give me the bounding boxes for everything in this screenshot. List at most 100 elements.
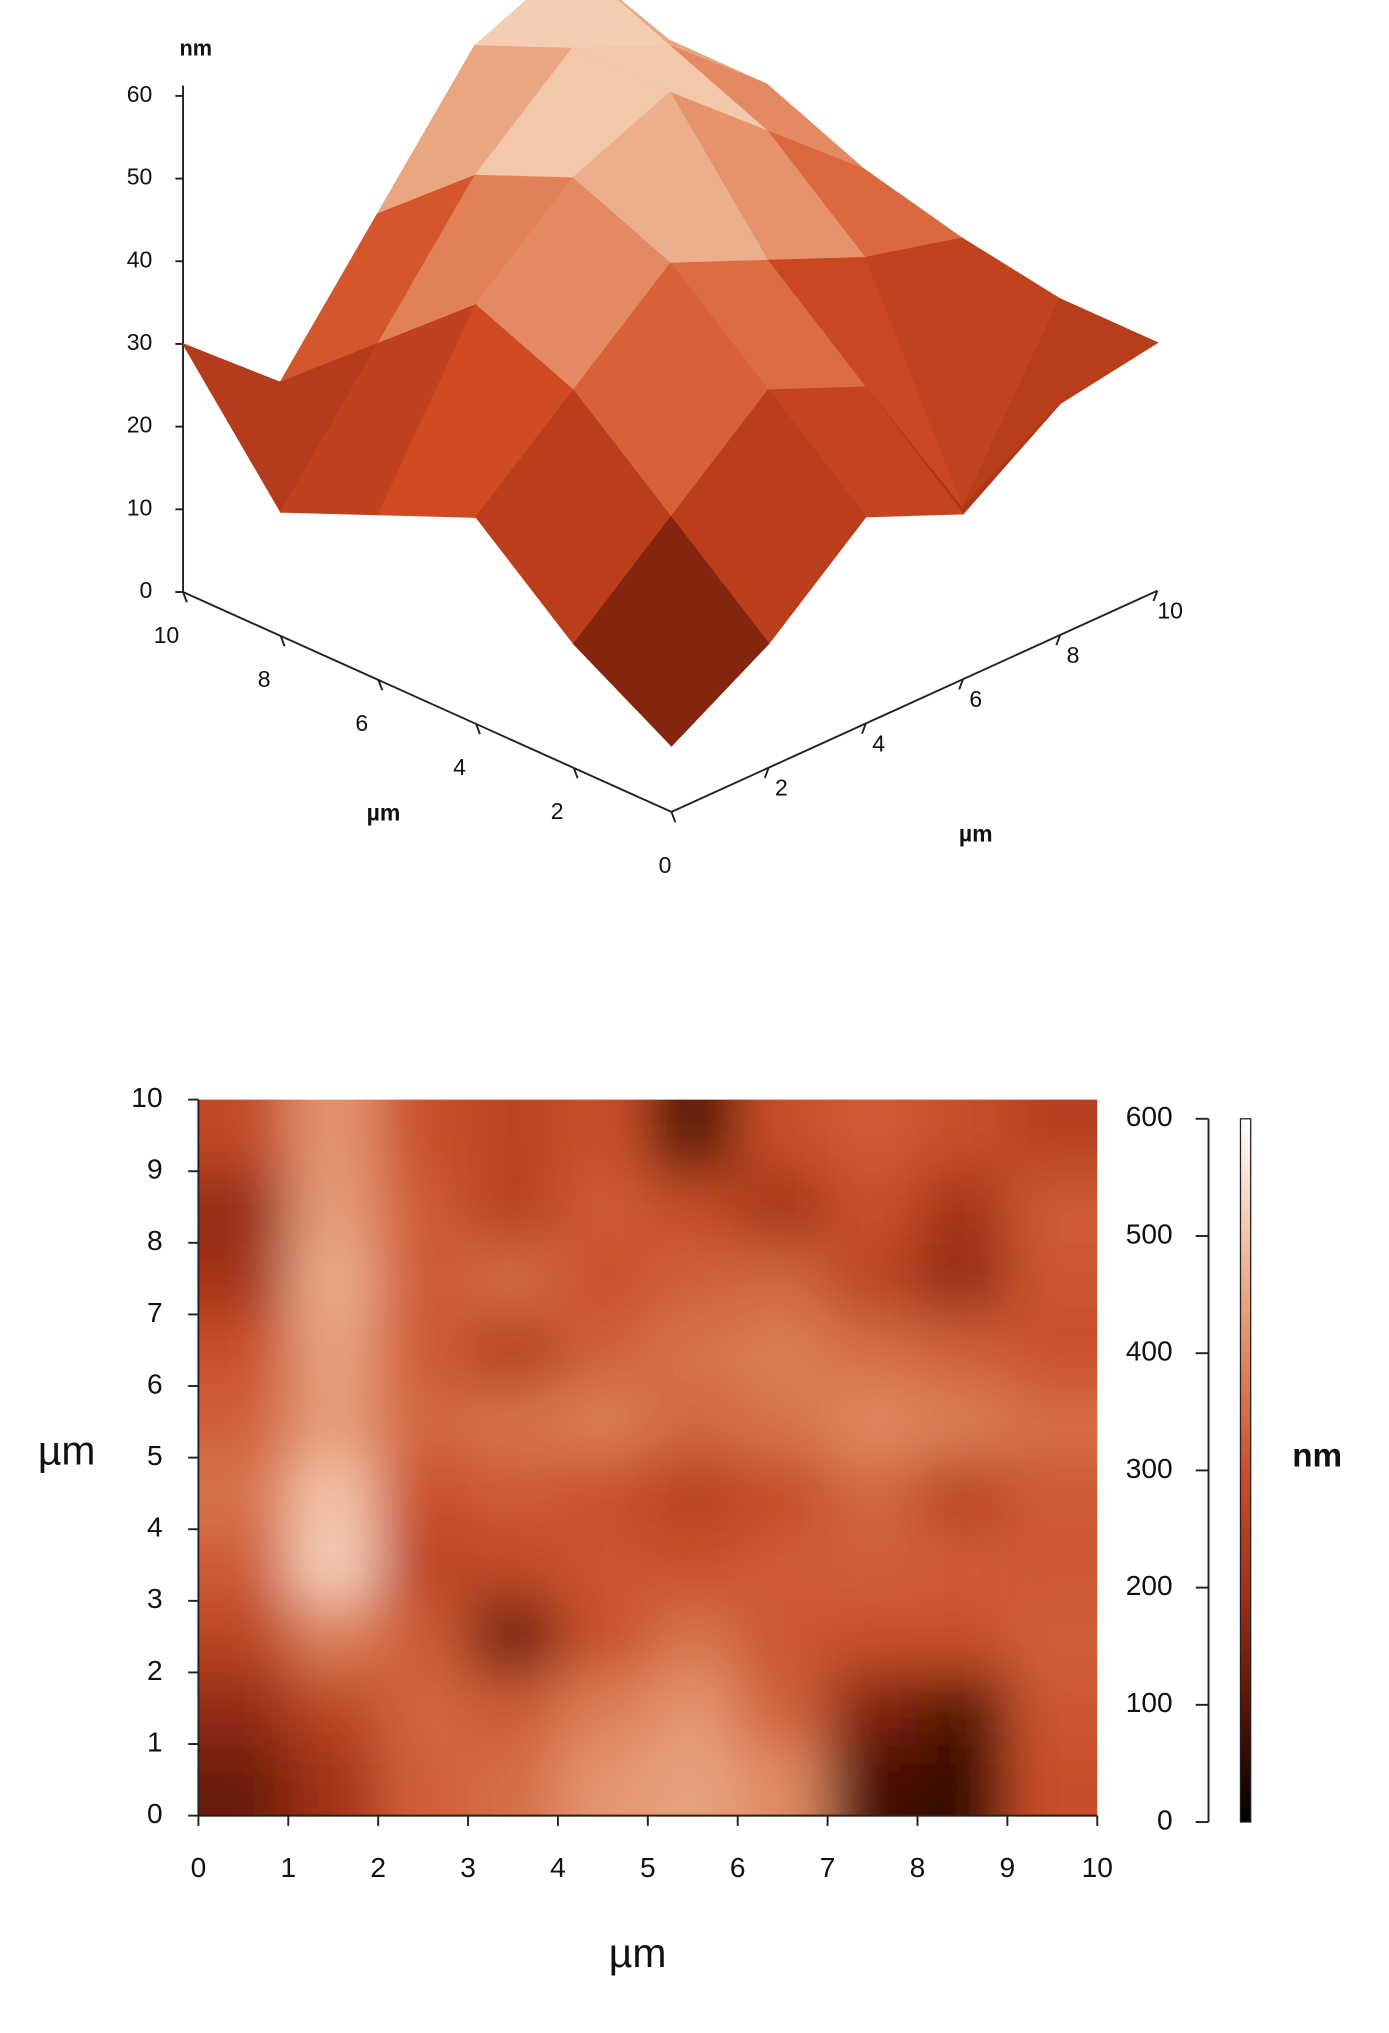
heatmap-cell — [468, 1314, 560, 1388]
x-tick — [475, 723, 481, 735]
y-tick-label: 5 — [147, 1440, 163, 1471]
heatmap-cell — [378, 1672, 470, 1746]
y-tick-label: 4 — [147, 1512, 163, 1543]
heatmap-cell — [647, 1457, 739, 1531]
heatmap-cell — [737, 1171, 829, 1245]
heatmap-cell — [557, 1600, 650, 1674]
colorbar-tick-label: 300 — [1126, 1453, 1173, 1484]
y-tick-label: 1 — [147, 1726, 163, 1757]
y-tick-label: 10 — [1157, 598, 1183, 624]
heatmap-cell — [198, 1600, 290, 1674]
heatmap-cell — [198, 1672, 290, 1746]
y-tick — [1055, 634, 1062, 646]
heatmap-cell — [468, 1744, 560, 1816]
heatmap-cell — [1007, 1314, 1098, 1388]
heatmap-cell — [827, 1171, 919, 1245]
heatmap-cell — [288, 1529, 380, 1603]
y-tick-label: 6 — [147, 1368, 163, 1399]
surface-patch — [472, 0, 672, 50]
z-tick-label: 40 — [127, 246, 153, 272]
heatmap-cell — [557, 1242, 650, 1316]
heatmap-cell — [1007, 1099, 1098, 1173]
y-tick — [1152, 590, 1159, 602]
x-tick-label: 1 — [280, 1852, 296, 1883]
heatmap-cell — [288, 1457, 380, 1531]
heatmap-cell — [378, 1314, 470, 1388]
heatmap-cell — [288, 1171, 380, 1245]
heatmap-cell — [917, 1529, 1009, 1603]
heatmap-cell — [737, 1529, 829, 1603]
z-tick-label: 60 — [127, 81, 153, 107]
heatmap-cell — [827, 1314, 919, 1388]
heatmap-cell — [1007, 1529, 1098, 1603]
z-tick-label: 10 — [127, 494, 153, 520]
x-tick-label: 9 — [1000, 1852, 1016, 1883]
heatmap-cell — [288, 1099, 380, 1173]
heatmap-cell — [917, 1672, 1009, 1746]
heatmap-blur — [198, 1099, 1098, 1816]
x-tick-label: 6 — [355, 710, 368, 736]
colorbar — [1239, 1118, 1252, 1823]
heatmap-cell — [557, 1314, 650, 1388]
heatmap-cell — [737, 1672, 829, 1746]
heatmap-cell — [917, 1744, 1009, 1816]
colorbar-tick-label: 400 — [1126, 1336, 1173, 1367]
heatmap-cell — [827, 1600, 919, 1674]
heatmap-cell — [557, 1099, 650, 1173]
heatmap-cell — [198, 1314, 290, 1388]
heatmap-cell — [647, 1529, 739, 1603]
heatmap-cell — [827, 1744, 919, 1816]
heatmap-cell — [827, 1672, 919, 1746]
z-tick-label: 30 — [127, 329, 153, 355]
heatmap-cell — [917, 1600, 1009, 1674]
heatmap-cell — [1007, 1600, 1098, 1674]
x-tick-label: 4 — [550, 1852, 566, 1883]
heatmap-cell — [288, 1744, 380, 1816]
colorbar-tick-label: 600 — [1126, 1101, 1173, 1132]
y-tick — [861, 723, 867, 735]
heatmap-cell — [198, 1457, 290, 1531]
y-axis — [671, 589, 1158, 813]
heatmap-cell — [378, 1386, 470, 1459]
heatmap-cell — [917, 1171, 1009, 1245]
y-tick-label: 4 — [872, 730, 885, 756]
heatmap-cell — [647, 1171, 739, 1245]
y-tick-label: 10 — [131, 1082, 162, 1113]
heatmap-cell — [198, 1744, 290, 1816]
z-axis-title: nm — [180, 36, 213, 61]
heatmap-cell — [917, 1386, 1009, 1459]
colorbar-tick-label: 500 — [1126, 1218, 1173, 1249]
heatmap-cell — [737, 1386, 829, 1459]
heatmap-cell — [917, 1242, 1009, 1316]
heatmap-cell — [737, 1099, 829, 1173]
heatmap-cell — [917, 1099, 1009, 1173]
y-axis-title: µm — [959, 820, 993, 846]
heatmap-cell — [378, 1171, 470, 1245]
x-tick — [182, 591, 188, 603]
heatmap-cell — [468, 1386, 560, 1459]
x-tick-label: 5 — [640, 1852, 656, 1883]
x-tick-label: 0 — [191, 1852, 207, 1883]
x-tick-label: 3 — [460, 1852, 476, 1883]
x-tick-label: 8 — [910, 1852, 926, 1883]
heatmap-cell — [468, 1171, 560, 1245]
x-tick-label: 2 — [551, 798, 564, 824]
heatmap-cell — [378, 1457, 470, 1531]
heatmap-cell — [468, 1529, 560, 1603]
x-tick-label: 4 — [453, 754, 466, 780]
heatmap-cell — [288, 1386, 380, 1459]
heatmap-cell — [827, 1529, 919, 1603]
z-tick-label: 20 — [127, 412, 153, 438]
heatmap-cell — [1007, 1457, 1098, 1531]
x-tick — [377, 679, 384, 691]
y-tick-label: 8 — [147, 1225, 163, 1256]
heatmap-cell — [1007, 1672, 1098, 1746]
y-tick-label: 8 — [1067, 642, 1080, 668]
heatmap-cell — [378, 1744, 470, 1816]
heatmap-cell — [557, 1386, 650, 1459]
y-tick-label: 6 — [969, 686, 982, 712]
heatmap-cell — [827, 1242, 919, 1316]
heatmap-cell — [378, 1529, 470, 1603]
